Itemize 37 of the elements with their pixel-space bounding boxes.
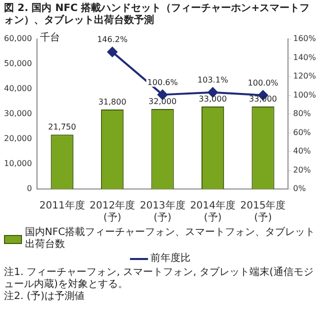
data-label: 31,800 xyxy=(98,98,126,107)
data-label: 146.2% xyxy=(97,35,128,44)
y-tick-label: 0 xyxy=(26,184,32,194)
y-tick-label: 10,000 xyxy=(4,159,32,168)
data-label: 103.1% xyxy=(198,75,228,84)
y-tick-label: 50,000 xyxy=(4,59,32,68)
y2-tick-label: 0% xyxy=(293,184,306,194)
text: 注1. フィーチャーフォン, スマートフォン, タブレット端末(通信モジュール内蔵)を対象とする。 xyxy=(4,267,314,290)
data-label: 33,000 xyxy=(198,94,227,104)
legend-label: 国内NFC搭載フィーチャーフォン、スマートフォン、タブレット出荷台数 xyxy=(24,227,316,251)
y2-tick-label: 40% xyxy=(293,146,312,156)
data-label: 21,750 xyxy=(48,122,76,132)
x-tick-label: 2014年度(予) xyxy=(190,200,236,224)
data-label: 100.0% xyxy=(248,78,279,88)
y-tick-label: 30,000 xyxy=(4,109,32,118)
x-tick-label: 2013年度(予) xyxy=(140,200,186,224)
y2-tick-label: 60% xyxy=(293,128,312,137)
legend-label: 前年度比 xyxy=(150,253,190,265)
x-tick-label: 2011年度 xyxy=(39,200,85,212)
y2-tick-label: 100% xyxy=(293,90,316,100)
y2-tick-label: 140% xyxy=(293,52,316,62)
y-axis-title: 千台 xyxy=(40,32,60,44)
data-label: 100.6% xyxy=(147,78,178,87)
data-label: 32,000 xyxy=(148,97,177,106)
x-tick-label: 2015年度(予) xyxy=(240,200,286,224)
y2-tick-label: 120% xyxy=(293,72,316,81)
y2-tick-label: 80% xyxy=(293,109,312,118)
y-tick-label: 20,000 xyxy=(4,134,32,144)
y-tick-label: 40,000 xyxy=(4,84,32,94)
chart-title: 図 2. 国内 NFC 搭載ハンドセット（フィーチャーホン+スマートフォン）、タブレット出荷台数予測 xyxy=(3,2,311,27)
y2-tick-label: 160% xyxy=(293,34,316,44)
text: 注2. (予)は予測値 xyxy=(4,291,86,303)
x-tick-label: 2012年度(予) xyxy=(90,200,136,224)
y-tick-label: 60,000 xyxy=(4,34,32,44)
data-label: 33,000 xyxy=(249,94,278,104)
point xyxy=(107,46,118,57)
y2-tick-label: 20% xyxy=(293,165,312,174)
